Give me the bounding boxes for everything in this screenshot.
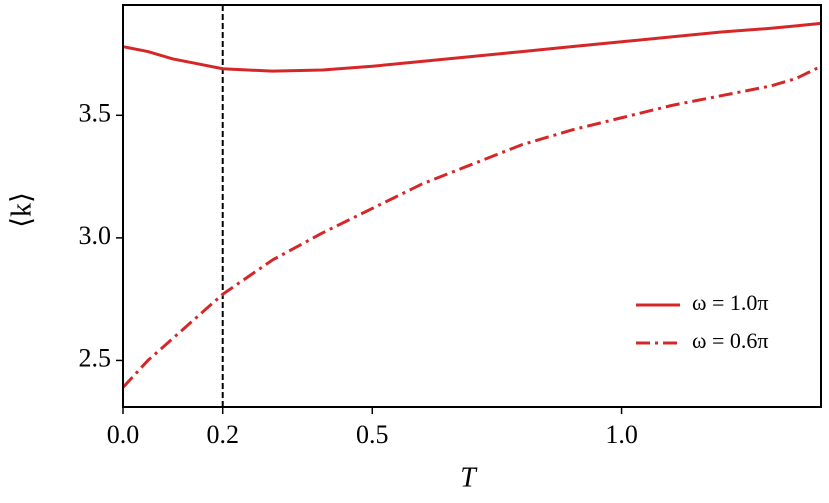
legend-label: ω = 1.0π <box>692 290 769 315</box>
x-tick-label: 0.2 <box>206 420 239 449</box>
data-line <box>122 21 822 73</box>
x-axis-label: T <box>460 462 478 493</box>
legend-label: ω = 0.6π <box>692 328 769 353</box>
x-tick-label: 1.0 <box>605 420 638 449</box>
data-line <box>121 64 822 389</box>
y-tick-label: 3.5 <box>79 98 112 127</box>
y-tick-label: 2.5 <box>79 343 112 372</box>
y-axis-label: ⟨k⟩ <box>6 192 37 228</box>
y-tick-label: 3.0 <box>79 221 112 250</box>
plot-frame <box>122 4 822 408</box>
x-tick-label: 0.5 <box>356 420 389 449</box>
x-tick-label: 0.0 <box>107 420 140 449</box>
